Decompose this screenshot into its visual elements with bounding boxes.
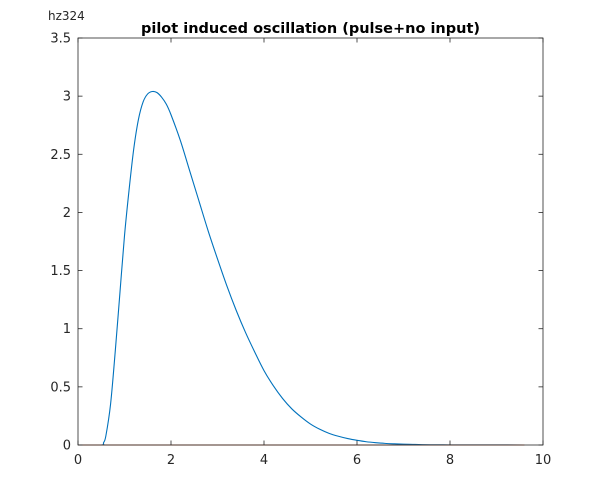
tick-layer: 0 2 4 6 8 10 0 0.5 1 1.5 2 2.5 3 3.5 (50, 32, 551, 469)
x-tick-label: 6 (353, 453, 361, 468)
axes-box (77, 37, 544, 446)
x-tick-label: 0 (74, 453, 82, 468)
y-tick-label: 0.5 (50, 380, 71, 395)
series-line-1 (78, 90, 525, 446)
chart-title: pilot induced oscillation (pulse+no inpu… (141, 21, 480, 37)
y-tick-label: 2.5 (50, 148, 71, 163)
plot-area (78, 38, 543, 445)
x-tick-label: 10 (535, 453, 552, 468)
y-tick-label: 3.5 (50, 32, 71, 47)
y-tick-label: 0 (63, 439, 71, 454)
y-tick-label: 1.5 (50, 264, 71, 279)
y-tick-label: 1 (63, 322, 71, 337)
x-tick-label: 4 (260, 453, 268, 468)
y-tick-label: 2 (63, 206, 71, 221)
x-tick-label: 2 (167, 453, 175, 468)
corner-label: hz324 (48, 9, 85, 23)
x-tick-label: 8 (446, 453, 454, 468)
y-tick-label: 3 (63, 90, 71, 105)
